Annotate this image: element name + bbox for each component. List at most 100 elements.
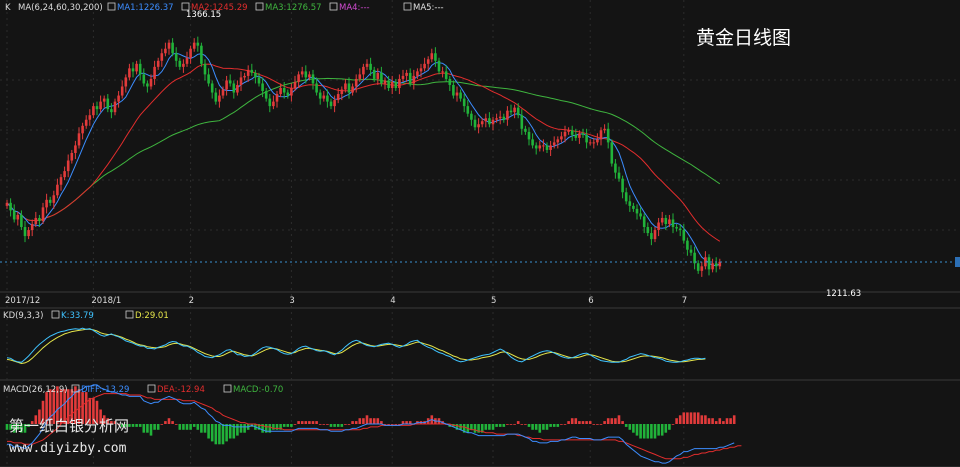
candle-down xyxy=(606,128,610,143)
macd-bar xyxy=(189,424,192,430)
x-tick-label: 2017/12 xyxy=(5,296,40,306)
candle-down xyxy=(437,60,441,72)
candle-up xyxy=(99,101,102,110)
macd-bar xyxy=(135,424,138,427)
candle-up xyxy=(74,145,77,153)
macd-bar xyxy=(333,424,336,427)
candle-down xyxy=(315,83,318,93)
candle-down xyxy=(250,69,254,73)
candle-down xyxy=(329,101,333,107)
candle-up xyxy=(70,152,74,161)
ma-indicator-label: MA(6,24,60,30,200) xyxy=(18,3,103,13)
macd-bar xyxy=(318,424,322,425)
x-tick-label: 6 xyxy=(588,296,593,306)
macd-bar xyxy=(167,418,171,424)
watermark-line2: www.diyizby.com xyxy=(9,441,127,456)
candle-up xyxy=(164,48,167,54)
macd-bar xyxy=(693,412,696,424)
candle-down xyxy=(138,63,142,75)
candle-down xyxy=(38,217,41,221)
candle-down xyxy=(254,72,257,78)
candle-up xyxy=(16,214,20,220)
macd-bar xyxy=(41,400,45,424)
macd-bar xyxy=(200,424,203,433)
macd-bar xyxy=(261,424,264,433)
macd-bar xyxy=(488,424,491,430)
legend-checkbox xyxy=(255,2,264,11)
macd-bar xyxy=(635,424,639,436)
candle-up xyxy=(102,98,106,102)
candle-down xyxy=(678,228,682,231)
macd-bar xyxy=(585,421,588,424)
candle-down xyxy=(326,95,329,102)
candle-down xyxy=(228,80,232,84)
candle-up xyxy=(336,94,340,101)
macd-bar xyxy=(653,424,657,439)
macd-bar xyxy=(682,412,686,424)
macd-bar xyxy=(84,392,88,424)
macd-bar xyxy=(138,424,142,427)
macd-diff-line xyxy=(7,384,735,464)
candle-up xyxy=(56,184,59,196)
candle-up xyxy=(351,86,354,93)
candle-up xyxy=(455,92,459,96)
macd-bar xyxy=(408,421,412,424)
macd-bar xyxy=(142,424,146,433)
macd-bar xyxy=(477,424,480,433)
candle-down xyxy=(200,45,203,64)
candle-up xyxy=(390,81,394,88)
low-price-label: 1211.63 xyxy=(826,289,861,299)
high-price-label: 1366.15 xyxy=(186,10,221,20)
legend-ma1: DIFF:-13.29 xyxy=(81,385,129,395)
legend-checkbox xyxy=(329,2,338,11)
legend-checkbox xyxy=(51,310,60,319)
macd-bar xyxy=(567,421,570,424)
macd-bar xyxy=(542,424,545,430)
macd-bar xyxy=(171,421,174,424)
macd-legend: DIFF:-13.29 DEA:-12.94 MACD:-0.70 xyxy=(71,384,283,395)
macd-bar xyxy=(20,424,23,433)
macd-bar xyxy=(113,421,117,424)
candle-up xyxy=(236,84,239,93)
macd-bar xyxy=(210,424,214,442)
candle-up xyxy=(711,263,714,270)
candle-up xyxy=(596,139,599,143)
candle-up xyxy=(34,217,38,224)
macd-bar xyxy=(376,418,380,424)
macd-bar xyxy=(707,418,711,424)
candle-down xyxy=(131,68,135,72)
candle-down xyxy=(95,106,99,110)
macd-bar xyxy=(300,421,304,424)
candle-down xyxy=(286,92,290,96)
candle-up xyxy=(344,83,347,90)
candle-down xyxy=(610,142,614,164)
candle-down xyxy=(585,134,588,143)
macd-bar xyxy=(545,424,549,430)
macd-bar xyxy=(23,424,27,433)
candle-down xyxy=(628,201,632,206)
macd-bar xyxy=(124,424,128,427)
x-tick-label: 4 xyxy=(390,296,395,306)
candle-down xyxy=(686,240,689,250)
candle-up xyxy=(246,69,250,76)
macd-bar xyxy=(527,424,531,427)
candle-down xyxy=(196,42,200,46)
candle-down xyxy=(466,106,470,114)
legend-checkbox xyxy=(223,384,232,393)
macd-bar xyxy=(264,424,268,433)
macd-bar xyxy=(351,421,354,424)
candle-down xyxy=(459,92,462,99)
macd-bar xyxy=(599,424,603,425)
macd-bar xyxy=(128,424,131,427)
candle-up xyxy=(41,207,45,221)
candle-down xyxy=(394,81,398,88)
macd-bar xyxy=(120,424,124,427)
candle-up xyxy=(592,142,596,144)
kd-k-line xyxy=(6,327,706,363)
macd-bar xyxy=(70,389,74,424)
macd-bar xyxy=(275,424,279,430)
legend-kline: K:33.79 xyxy=(61,311,94,321)
macd-bar xyxy=(455,424,459,430)
legend-ma3: MA3:1276.57 xyxy=(265,3,322,13)
